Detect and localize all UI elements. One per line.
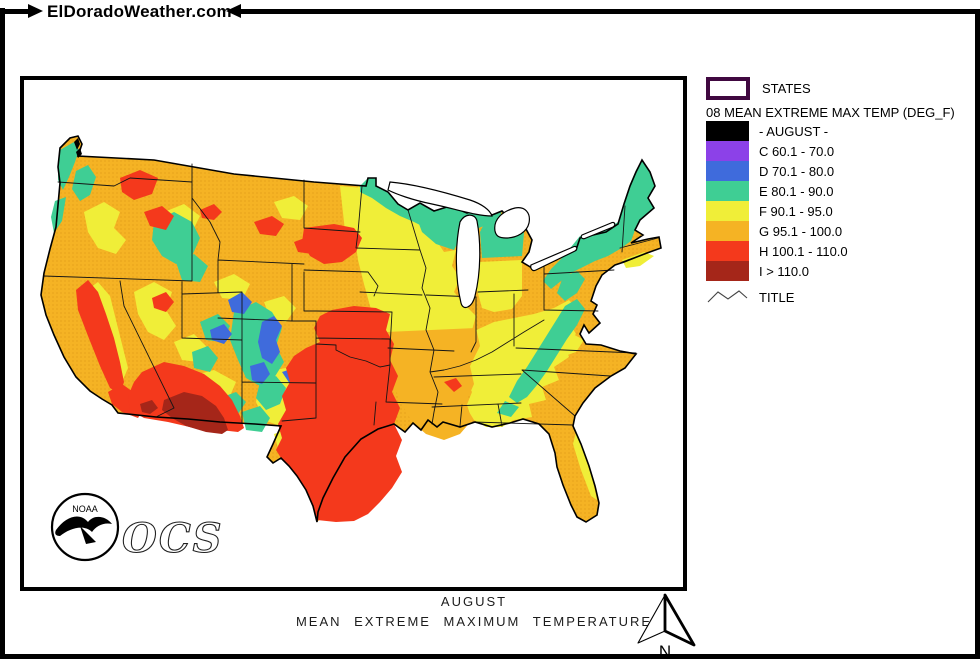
arrow-right-icon	[28, 4, 43, 18]
legend-class-label: C 60.1 - 70.0	[759, 143, 835, 159]
north-arrow-icon: N	[637, 593, 696, 659]
north-arrow: N	[628, 591, 702, 659]
legend-states-row: STATES	[706, 76, 978, 100]
legend-swatch	[706, 241, 749, 261]
legend-swatch	[706, 181, 749, 201]
arrow-left-icon	[226, 4, 241, 18]
noaa-logo-text: NOAA	[72, 504, 98, 514]
temp-region-group-I	[140, 392, 228, 434]
legend-class-row: D 70.1 - 80.0	[706, 161, 978, 181]
legend-class-list: - AUGUST - C 60.1 - 70.0 D 70.1 - 80.0 E 80…	[706, 121, 978, 281]
great-lakes	[387, 181, 616, 309]
title-zigzag-icon	[707, 290, 748, 303]
noaa-logo: NOAA	[50, 492, 120, 562]
legend-class-row: F 90.1 - 95.0	[706, 201, 978, 221]
us-temperature-map: NOAA OCS	[40, 135, 662, 563]
outer-border-bottom	[0, 654, 980, 659]
map-caption: AUGUST MEAN EXTREME MAXIMUM TEMPERATURE	[224, 592, 724, 632]
legend-swatch	[706, 121, 749, 141]
state-boundaries	[43, 163, 659, 427]
lake-michigan	[455, 214, 481, 309]
map-caption-title: MEAN EXTREME MAXIMUM TEMPERATURE	[295, 614, 653, 629]
lake-erie	[530, 245, 578, 272]
legend: STATES 08 MEAN EXTREME MAX TEMP (DEG_F) …	[706, 76, 978, 305]
temp-region-group-D	[210, 292, 300, 384]
legend-swatch	[706, 161, 749, 181]
legend-title-label: TITLE	[759, 289, 795, 305]
outer-border-right	[975, 10, 980, 659]
legend-class-row: C 60.1 - 70.0	[706, 141, 978, 161]
legend-swatch	[706, 221, 749, 241]
site-name: ElDoradoWeather.com	[47, 2, 232, 21]
legend-class-label: E 80.1 - 90.0	[759, 183, 834, 199]
ocs-logo-text: OCS	[122, 515, 224, 562]
legend-class-row: E 80.1 - 90.0	[706, 181, 978, 201]
header-line-right	[241, 9, 980, 14]
noaa-bird-icon	[55, 516, 112, 536]
outer-border-left	[0, 8, 5, 659]
legend-title-row: TITLE	[706, 289, 978, 305]
legend-class-label: H 100.1 - 110.0	[759, 243, 848, 259]
map-caption-month: AUGUST	[440, 594, 508, 609]
legend-class-label: D 70.1 - 80.0	[759, 163, 835, 179]
map-frame: NOAA OCS AUGUST MEAN EXTREME MAXIMUM TEM…	[20, 76, 687, 629]
legend-class-label: G 95.1 - 100.0	[759, 223, 843, 239]
legend-swatch	[706, 141, 749, 161]
lake-ontario	[580, 221, 616, 240]
legend-class-label: - AUGUST -	[759, 123, 829, 139]
legend-swatch	[706, 201, 749, 221]
legend-class-row: I > 110.0	[706, 261, 978, 281]
legend-class-row: G 95.1 - 100.0	[706, 221, 978, 241]
legend-class-row: H 100.1 - 110.0	[706, 241, 978, 261]
legend-swatch	[706, 261, 749, 281]
legend-class-label: F 90.1 - 95.0	[759, 203, 833, 219]
north-label: N	[659, 642, 671, 659]
states-swatch	[706, 76, 750, 100]
legend-class-row: - AUGUST -	[706, 121, 978, 141]
legend-class-label: I > 110.0	[759, 263, 809, 279]
header-line-left	[2, 9, 28, 14]
states-label: STATES	[762, 80, 811, 96]
lake-huron	[494, 207, 530, 239]
noaa-bird-tail	[80, 526, 96, 544]
lake-superior	[387, 181, 493, 217]
legend-heading: 08 MEAN EXTREME MAX TEMP (DEG_F)	[706, 105, 955, 120]
